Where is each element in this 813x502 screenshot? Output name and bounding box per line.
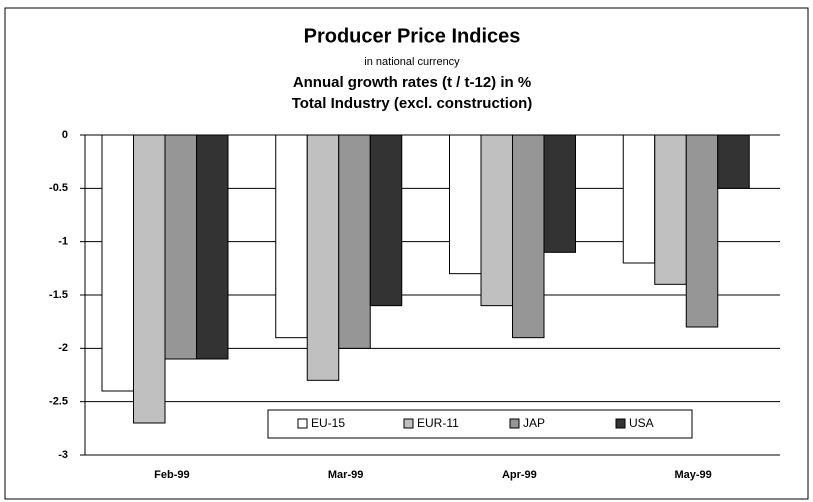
bar: [164, 134, 197, 360]
x-tick-label: Apr-99: [502, 469, 537, 481]
bar: [306, 134, 340, 381]
y-tick-label: -0.5: [49, 182, 68, 194]
bar: [654, 134, 687, 285]
legend-swatch: [615, 418, 626, 429]
bar: [512, 134, 545, 339]
legend-swatch: [509, 418, 520, 429]
bar: [622, 134, 656, 264]
legend-swatch: [403, 418, 414, 429]
chart-subtitle: Total Industry (excl. construction): [292, 95, 533, 112]
legend-swatch: [297, 418, 308, 429]
x-tick-label: May-99: [674, 469, 711, 481]
bar: [449, 134, 482, 275]
y-tick-label: 0: [62, 129, 68, 141]
bar: [685, 134, 719, 328]
bar: [275, 134, 308, 339]
chart-title: Producer Price Indices: [304, 25, 521, 47]
bar: [480, 134, 513, 307]
bar: [338, 134, 371, 349]
legend-label: EUR-11: [417, 416, 459, 430]
bar: [543, 134, 576, 253]
bar: [196, 134, 229, 360]
legend-label: USA: [629, 416, 654, 430]
bar: [133, 134, 166, 424]
x-tick-label: Feb-99: [154, 469, 189, 481]
y-tick-label: -2.5: [49, 396, 68, 408]
y-tick-label: -2: [58, 342, 68, 354]
chart-subtitle: in national currency: [364, 56, 460, 68]
bar: [717, 134, 750, 189]
bar: [101, 134, 134, 392]
legend-label: EU-15: [311, 416, 345, 430]
y-tick-label: -1.5: [49, 289, 68, 301]
y-tick-label: -3: [58, 449, 68, 461]
y-tick-label: -1: [58, 236, 68, 248]
bar: [369, 134, 403, 307]
chart-subtitle: Annual growth rates (t / t-12) in %: [293, 74, 531, 91]
legend-label: JAP: [523, 416, 545, 430]
x-tick-label: Mar-99: [328, 469, 363, 481]
